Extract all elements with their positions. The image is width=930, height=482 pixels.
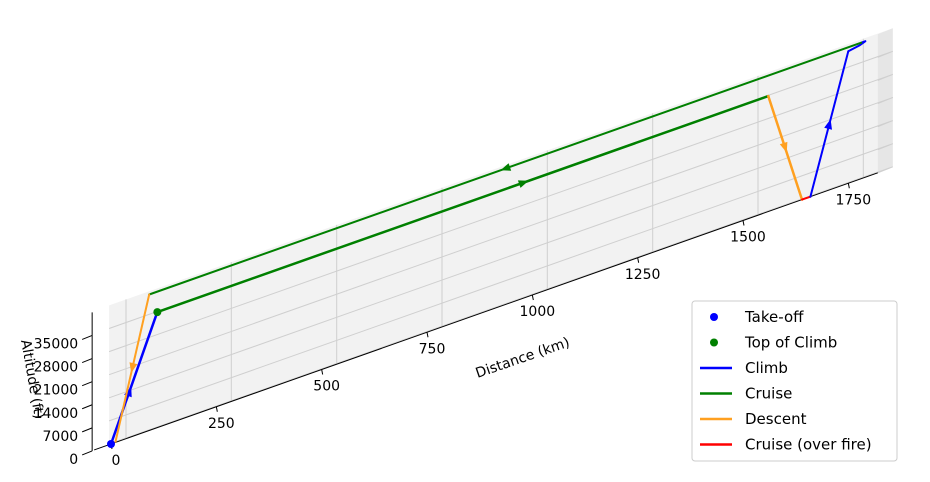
legend-label: Cruise (over fire) — [745, 436, 872, 454]
z-tick-mark — [81, 450, 93, 456]
x-tick-label: 1250 — [625, 267, 661, 283]
x-tick-label: 750 — [419, 341, 446, 357]
flight-segment-climb-0 — [109, 310, 159, 446]
x-axis-label: Distance (km) — [474, 335, 572, 382]
direction-arrow — [517, 180, 529, 188]
x-tick-mark — [215, 406, 218, 412]
grid-lines — [108, 38, 893, 445]
z-tick-label: 21000 — [34, 383, 79, 399]
x-tick-label: 0 — [112, 453, 121, 469]
flight-segment-climb-5 — [847, 40, 867, 53]
legend-marker — [710, 338, 718, 347]
legend-label: Take-off — [744, 308, 804, 326]
top-of-climb-marker — [153, 308, 162, 317]
z-tick-label: 14000 — [34, 406, 79, 422]
direction-arrow — [129, 362, 138, 373]
x-axis-line — [93, 172, 878, 451]
z-tick-label: 28000 — [34, 360, 79, 376]
z-tick-mark — [81, 358, 93, 364]
z-grid-line — [108, 143, 893, 422]
z-tick-label: 35000 — [34, 336, 79, 352]
legend: Take-off Top of Climb Climb Cruise Descent Cr… — [691, 300, 898, 462]
z-grid-line — [108, 120, 893, 399]
z-tick-mark — [81, 381, 93, 387]
z-grid-line — [108, 73, 893, 353]
x-tick-mark — [426, 332, 429, 338]
z-tick-label: 0 — [69, 452, 78, 468]
z-grid-line — [108, 166, 893, 445]
take-off-marker — [107, 440, 115, 448]
legend-label: Top of Climb — [744, 334, 837, 352]
x-tick-mark — [637, 257, 640, 263]
z-tick-mark — [81, 427, 93, 433]
x-tick-label: 250 — [208, 416, 235, 432]
x-tick-mark — [321, 369, 324, 375]
x-tick-label: 1500 — [730, 230, 766, 246]
x-tick-label: 1000 — [520, 304, 556, 320]
z-tick-label: 7000 — [43, 429, 79, 445]
legend-label: Climb — [745, 359, 788, 377]
z-grid-line — [108, 97, 893, 376]
legend-box — [691, 300, 898, 462]
direction-arrow — [779, 141, 788, 153]
direction-arrow — [824, 119, 832, 130]
legend-marker — [710, 313, 718, 321]
z-tick-mark — [81, 334, 93, 340]
x-tick-mark — [847, 183, 850, 189]
flight-segment-cruise-over-fire--3 — [801, 195, 812, 201]
legend-label: Descent — [745, 410, 807, 428]
legend-label: Cruise — [745, 385, 792, 403]
x-tick-label: 500 — [313, 379, 340, 395]
z-tick-labels: 0 7000 14000 21000 28000 35000 — [34, 334, 93, 468]
x-tick-labels: 0 250 500 750 1000 1250 1500 1750 — [110, 183, 872, 469]
flight-segment-cruise-1 — [156, 94, 770, 314]
direction-arrow — [500, 163, 512, 171]
flight-path — [107, 40, 867, 448]
x-tick-label: 1750 — [836, 192, 872, 208]
x-tick-mark — [531, 294, 534, 301]
x-tick-mark — [742, 220, 745, 226]
z-tick-mark — [81, 404, 93, 410]
